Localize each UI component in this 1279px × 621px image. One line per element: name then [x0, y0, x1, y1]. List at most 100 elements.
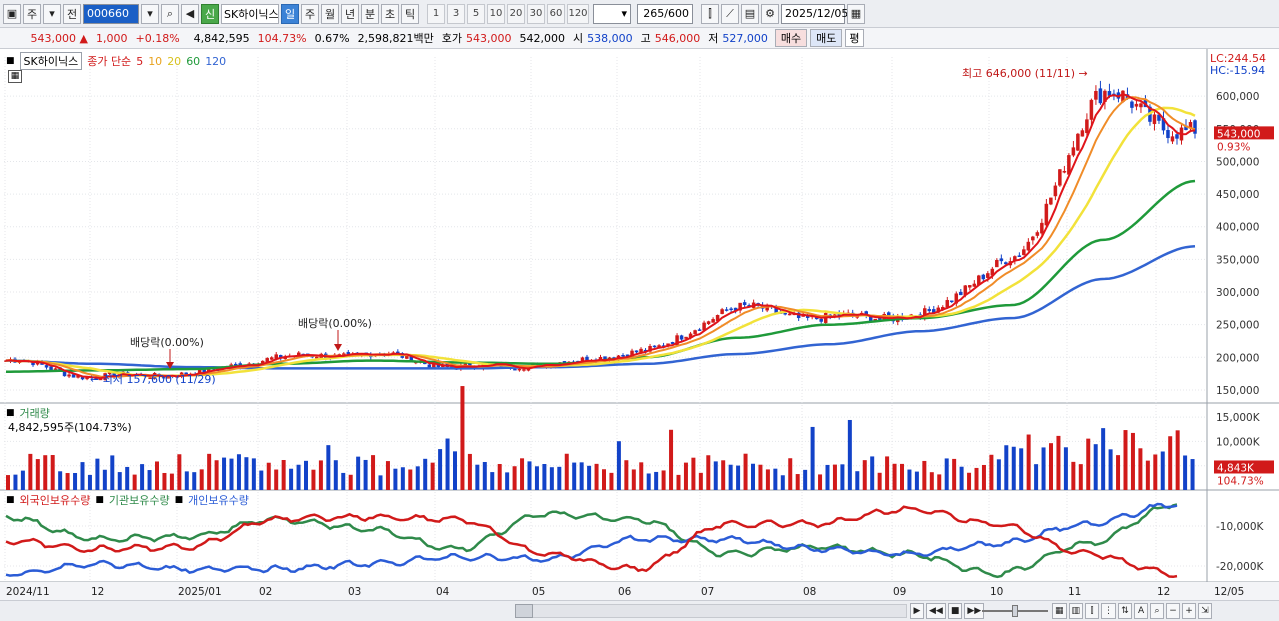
step-60[interactable]: 60 [547, 3, 565, 24]
date-input[interactable]: 2025/12/05 [781, 3, 848, 24]
step-20[interactable]: 20 [507, 3, 525, 24]
volume-bar [259, 470, 264, 490]
bar-chart-icon[interactable]: ▥ [1068, 603, 1084, 619]
compare-icon[interactable]: ⇅ [1118, 603, 1133, 619]
step-custom-input[interactable]: ▾ [593, 3, 631, 24]
prev-button[interactable]: 전 [63, 3, 81, 24]
chart-canvas[interactable]: 최고 646,000 (11/11) → ← 최저 157,600 (11/29)… [0, 49, 1279, 621]
gear-icon[interactable]: ⚙ [761, 3, 779, 24]
play-icon[interactable]: ▶ [910, 603, 924, 619]
stock-name-legend[interactable]: SK하이닉스 [19, 52, 83, 70]
current-price-tag [1214, 126, 1274, 140]
sin-button[interactable]: 신 [201, 3, 219, 24]
plus-icon[interactable]: + [1182, 603, 1197, 619]
volume-bar [497, 464, 502, 490]
candle-body [1076, 133, 1080, 151]
step-1[interactable]: 1 [427, 3, 445, 24]
quote-bar: 543,000 ▲ 1,000 +0.18% 4,842,595 104.73%… [0, 28, 1279, 49]
code-dropdown-icon[interactable]: ▾ [141, 3, 159, 24]
dots-icon[interactable]: ⋮ [1101, 603, 1117, 619]
volume-bar [289, 468, 294, 490]
count-input[interactable]: 265 /600 [637, 3, 693, 24]
speaker-icon[interactable]: ◀ [181, 3, 199, 24]
chart-area[interactable]: 최고 646,000 (11/11) → ← 최저 157,600 (11/29)… [0, 49, 1279, 621]
dropdown-icon[interactable]: ▾ [43, 3, 61, 24]
text-icon[interactable]: A [1134, 603, 1149, 619]
dividend-arrow-icon-2 [334, 344, 342, 351]
candle-body [711, 319, 715, 323]
volume-bar [691, 457, 696, 490]
step-30[interactable]: 30 [527, 3, 545, 24]
period-day[interactable]: 일 [281, 3, 299, 24]
rewind-icon[interactable]: ◀◀ [926, 603, 946, 619]
volume-bar [162, 472, 167, 490]
open-label: 시 [573, 32, 584, 45]
volume-bar [624, 460, 629, 490]
trade-amount: 2,598,821백만 [357, 32, 434, 45]
volume-bar [1063, 447, 1068, 490]
volume-bar [430, 462, 435, 490]
stock-code-input[interactable]: 000660 [83, 3, 139, 24]
volume-bar [788, 458, 793, 490]
bottom-bar: ▶ ◀◀ ■ ▶▶ ▦ ▥ ⫿ ⋮ ⇅ A ⌕ − + ⇲ [0, 600, 1279, 621]
candle-body [670, 342, 675, 344]
volume-bar [937, 474, 942, 490]
volume-bar [758, 464, 763, 490]
candle-type-icon[interactable]: ⫿ [1085, 603, 1100, 619]
candle-body [148, 377, 152, 379]
step-5[interactable]: 5 [467, 3, 485, 24]
candle-body [724, 309, 729, 311]
volume-bar [140, 464, 145, 490]
buy-button[interactable]: 매수 [774, 29, 808, 47]
volume-bar [713, 461, 718, 490]
volume-value: 4,842,595 [193, 31, 250, 45]
step-10[interactable]: 10 [487, 3, 505, 24]
volume-bar [199, 469, 204, 490]
volume-bar [631, 469, 636, 490]
fit-icon[interactable]: ⇲ [1198, 603, 1213, 619]
volume-bar [669, 429, 674, 490]
candle-body [62, 371, 67, 377]
line-tool-icon[interactable]: ⟋ [721, 3, 739, 24]
period-year[interactable]: 년 [341, 3, 359, 24]
grid-icon[interactable]: ▦ [1052, 603, 1067, 619]
volume-bar [676, 474, 681, 490]
minus-icon[interactable]: − [1166, 603, 1181, 619]
price-tick-label: 500,000 [1216, 156, 1259, 168]
period-month[interactable]: 월 [321, 3, 339, 24]
calendar-icon[interactable]: ▦ [847, 3, 865, 24]
volume-title: 거래량 [19, 407, 50, 420]
stop-icon[interactable]: ■ [947, 603, 963, 619]
low-price: 527,000 [722, 31, 768, 45]
market-tab[interactable]: 주 [23, 3, 41, 24]
candle-body [513, 368, 517, 371]
window-icon[interactable]: ▣ [3, 3, 21, 24]
institution-square-icon: ■ [95, 495, 104, 505]
avg-button[interactable]: 평 [845, 29, 864, 47]
count-value: 265 [643, 7, 665, 20]
volume-bar [1130, 432, 1135, 490]
candle-body [783, 312, 787, 315]
step-120[interactable]: 120 [567, 3, 589, 24]
sell-button[interactable]: 매도 [810, 29, 843, 47]
candle-body [1022, 249, 1026, 256]
volume-bar [512, 466, 517, 490]
zoom-slider-handle[interactable] [1012, 605, 1018, 617]
volume-bar [639, 462, 644, 490]
volume-bar [773, 468, 778, 490]
open-price: 538,000 [587, 31, 633, 45]
period-tick[interactable]: 틱 [401, 3, 419, 24]
search-icon[interactable]: ⌕ [161, 3, 179, 24]
period-second[interactable]: 초 [381, 3, 399, 24]
scroll-thumb[interactable] [515, 604, 533, 618]
ma10-line [5, 96, 1196, 378]
period-week[interactable]: 주 [301, 3, 319, 24]
calculator-icon[interactable]: ▦ [8, 70, 22, 83]
zoom-icon[interactable]: ⌕ [1150, 603, 1165, 619]
candle-icon[interactable]: ⫿ [701, 3, 719, 24]
save-icon[interactable]: ▤ [741, 3, 759, 24]
volume-bar [1138, 448, 1143, 490]
scroll-track[interactable] [515, 604, 907, 618]
period-minute[interactable]: 분 [361, 3, 379, 24]
step-3[interactable]: 3 [447, 3, 465, 24]
